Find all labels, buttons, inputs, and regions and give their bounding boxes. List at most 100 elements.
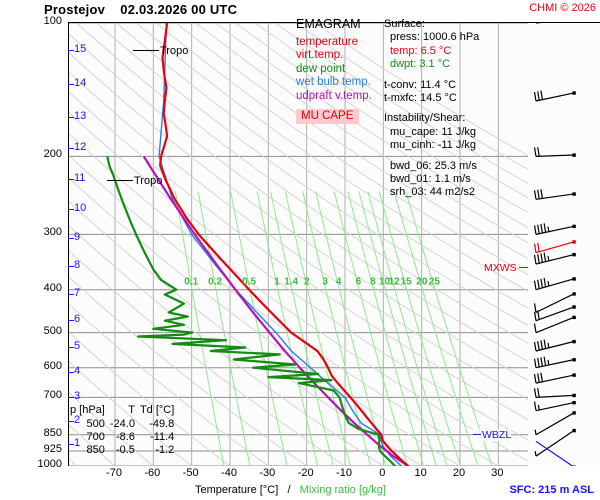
wbzl-tick [473, 434, 481, 435]
altitude-tick-1: 1 [74, 437, 81, 450]
copyright-notice: CHMI © 2026 [529, 2, 596, 14]
surface-pressure: press: 1000.6 hPa [390, 31, 480, 44]
legend-item-updraft-vtemp: udpraft v.temp. [296, 89, 372, 102]
mxws-tick [518, 267, 528, 268]
temperature-tick--50: -50 [182, 467, 199, 479]
pressure-tick-850: 850 [43, 426, 62, 439]
altitude-tick-mark-4 [68, 371, 74, 373]
altitude-tick-5: 5 [74, 339, 81, 352]
wind-barb-column [528, 22, 600, 466]
altitude-tick-mark-10 [68, 209, 74, 211]
table-cell: -1.2 [155, 444, 175, 456]
mixing-ratio-label-2: 2 [303, 276, 310, 288]
pressure-tick-400: 400 [43, 281, 62, 294]
surface-temperature: temp: 6.5 °C [390, 44, 452, 57]
station-name: Prostejov [44, 2, 106, 17]
temperature-tick--20: -20 [297, 467, 314, 479]
mixing-ratio-label-15: 15 [400, 276, 412, 288]
mixing-ratio-label-25: 25 [428, 276, 440, 288]
sounding-curves [69, 23, 529, 466]
mixing-ratio-label-8: 8 [370, 276, 376, 288]
wind-barb [533, 305, 576, 322]
altitude-tick-15: 15 [74, 42, 87, 55]
table-cell: 850 [86, 444, 105, 456]
convective-temps-group: t-conv: 11.4 °C t-mxfc: 14.5 °C [384, 79, 479, 106]
instability-group: Instability/Shear: mu_cape: 11 J/kg mu_c… [384, 112, 479, 152]
altitude-tick-mark-11 [68, 179, 74, 181]
table-cell: 500 [86, 418, 105, 430]
legend-title: EMAGRAM [296, 17, 361, 31]
mixing-ratio-label-10: 10 [378, 276, 390, 288]
tropopause-marker-upper: Tropo [133, 45, 188, 57]
pressure-tick-300: 300 [43, 226, 62, 239]
altitude-tick-9: 9 [74, 231, 81, 244]
mixing-ratio-label-3: 3 [322, 276, 328, 288]
legend-item-dew-point: dew point [296, 62, 346, 75]
tropopause-label-lower: Tropo [134, 175, 163, 187]
table-row: 500 -24.0 -49.8 [70, 418, 179, 431]
altitude-tick-mark-12 [68, 148, 74, 150]
altitude-tick-11: 11 [74, 172, 86, 185]
temperature-tick-10: 10 [414, 467, 427, 479]
altitude-tick-mark-5 [68, 346, 74, 348]
x-axis-title: Temperature [°C] / Mixing ratio [g/kg] [195, 484, 386, 496]
col-dewpoint: Td [°C] [139, 404, 175, 416]
pressure-tick-700: 700 [43, 389, 62, 402]
altitude-tick-mark-2 [68, 420, 74, 422]
wind-barb [533, 252, 576, 265]
info-panel: Surface: press: 1000.6 hPa temp: 6.5 °C … [384, 18, 479, 207]
t-mxfc-value: t-mxfc: 14.5 °C [384, 92, 457, 105]
mixing-ratio-label-1: 1 [274, 276, 280, 288]
wind-barb [533, 315, 576, 334]
tropopause-tick-upper [133, 50, 159, 51]
wind-barb [533, 388, 576, 398]
pressure-tick-200: 200 [43, 148, 62, 161]
mu-cinh-value: mu_cinh: -11 J/kg [390, 139, 477, 152]
temperature-tick--30: -30 [259, 467, 276, 479]
legend-item-virt-temp: virt.temp. [296, 49, 344, 62]
table-cell: 700 [86, 431, 105, 443]
altitude-tick-mark-13 [68, 116, 74, 118]
table-cell: -0.5 [115, 444, 135, 456]
altitude-tick-mark-8 [68, 266, 74, 268]
t-conv-value: t-conv: 11.4 °C [384, 78, 457, 91]
col-pressure: p [hPa] [70, 404, 105, 416]
col-temperature: T [128, 404, 135, 416]
surface-dewpoint: dwpt: 3.1 °C [390, 58, 451, 71]
table-header-row: p [hPa] T Td [°C] [70, 404, 179, 418]
mu-cape-badge: MU CAPE [296, 108, 360, 125]
mxws-label: MXWS [484, 262, 517, 274]
temperature-tick--70: -70 [106, 467, 122, 479]
altitude-tick-8: 8 [74, 259, 81, 272]
wind-barbs [533, 23, 576, 466]
legend-item-temperature: temperature [296, 35, 359, 48]
bwd-06-value: bwd_06: 25.3 m/s [390, 159, 477, 172]
mu-cape-value: mu_cape: 11 J/kg [390, 125, 477, 138]
mixing-ratio-label-0.1: 0.1 [184, 276, 199, 288]
shear-group: bwd_06: 25.3 m/s bwd_01: 1.1 m/s srh_03:… [384, 160, 479, 200]
table-cell: -49.8 [149, 418, 175, 430]
wbzl-label: WBZL [482, 429, 512, 441]
sounding-datetime: 02.03.2026 00 UTC [120, 2, 238, 17]
altitude-tick-14: 14 [74, 76, 87, 89]
pressure-tick-925: 925 [43, 443, 62, 455]
instability-title: Instability/Shear: [384, 112, 466, 125]
table-row: 850 -0.5 -1.2 [70, 444, 179, 457]
legend-item-wet-bulb: wet bulb temp. [296, 76, 371, 89]
mixing-ratio-label-0.2: 0.2 [208, 276, 223, 288]
wind-barb [533, 277, 576, 291]
pressure-tick-100: 100 [43, 15, 62, 27]
mixing-ratio-label-1.4: 1.4 [284, 276, 299, 288]
pressure-tick-600: 600 [43, 359, 62, 372]
x-axis-temp-label: Temperature [°C] [195, 484, 279, 496]
table-cell: -24.0 [109, 418, 135, 430]
temperature-tick-30: 30 [491, 467, 504, 479]
altitude-tick-4: 4 [74, 364, 81, 377]
table-cell: -8.6 [115, 431, 135, 443]
emagram-plot-area [68, 22, 529, 466]
wind-barb [533, 189, 576, 200]
wind-barb [533, 147, 576, 157]
altitude-tick-mark-6 [68, 320, 74, 322]
wind-barb [533, 400, 576, 412]
